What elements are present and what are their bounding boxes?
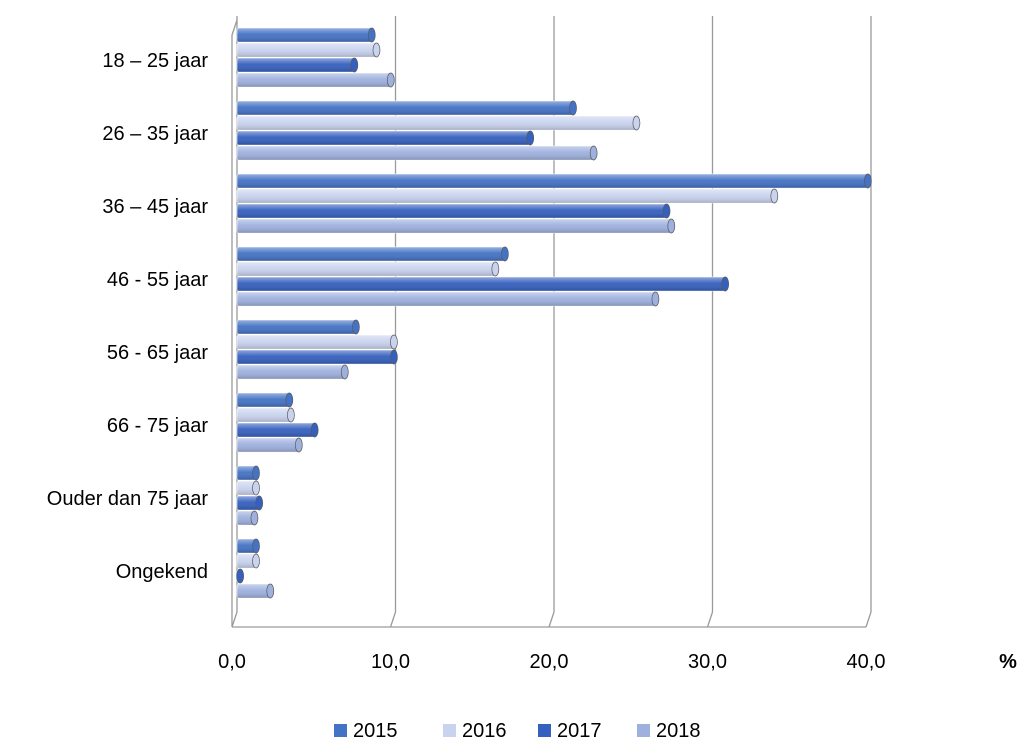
bar-18-25-jaar-2017 <box>236 57 359 73</box>
legend-swatch-2015 <box>334 724 347 737</box>
bar-56-65-jaar-2018 <box>236 364 349 380</box>
category-label-36-45-jaar: 36 – 45 jaar <box>102 196 208 218</box>
bar-46-55-jaar-2018 <box>236 291 660 307</box>
legend-label-2017: 2017 <box>557 720 602 742</box>
bar-66-75-jaar-2017 <box>236 422 319 438</box>
bar-26-35-jaar-2018 <box>236 145 598 161</box>
bar-26-35-jaar-2016 <box>236 115 641 131</box>
legend-label-2015: 2015 <box>353 720 398 742</box>
legend: 2015 2016 2017 2018 <box>334 720 701 742</box>
bar-66-75-jaar-2018 <box>236 437 303 453</box>
category-labels: 18 – 25 jaar 26 – 35 jaar 36 – 45 jaar 46 -… <box>47 50 209 583</box>
floor-line-4 <box>865 611 872 628</box>
bar-56-65-jaar-2017 <box>236 349 398 365</box>
bar-18-25-jaar-2016 <box>236 42 381 58</box>
bar-ongekend-2016 <box>236 553 260 569</box>
legend-label-2016: 2016 <box>462 720 507 742</box>
category-label-ongekend: Ongekend <box>116 561 208 583</box>
bar-ongekend-2015 <box>236 538 260 554</box>
bar-56-65-jaar-2016 <box>236 334 398 350</box>
bar-46-55-jaar-2017 <box>236 276 730 292</box>
bar-ongekend-2017 <box>236 568 245 584</box>
category-label-66-75-jaar: 66 - 75 jaar <box>107 415 209 437</box>
bar-ouder-dan-75-jaar-2017 <box>236 495 264 511</box>
bar-66-75-jaar-2016 <box>236 407 295 423</box>
axis-corner-line <box>231 19 238 36</box>
bar-ouder-dan-75-jaar-2015 <box>236 465 260 481</box>
legend-item-2018: 2018 <box>637 720 701 742</box>
floor-line-2 <box>548 611 555 628</box>
x-tick-labels: 0,0 10,0 20,0 30,0 40,0 <box>218 651 885 673</box>
bar-18-25-jaar-2018 <box>236 72 395 88</box>
bar-36-45-jaar-2017 <box>236 203 671 219</box>
category-label-56-65-jaar: 56 - 65 jaar <box>107 342 209 364</box>
category-label-ouder-dan-75-jaar: Ouder dan 75 jaar <box>47 488 209 510</box>
category-label-26-35-jaar: 26 – 35 jaar <box>102 123 208 145</box>
legend-swatch-2017 <box>538 724 551 737</box>
bar-26-35-jaar-2015 <box>236 100 577 116</box>
bar-36-45-jaar-2018 <box>236 218 676 234</box>
x-axis-unit-label: % <box>999 651 1017 673</box>
bar-ouder-dan-75-jaar-2018 <box>236 510 259 526</box>
legend-item-2016: 2016 <box>443 720 507 742</box>
gridlines <box>231 16 872 628</box>
bar-36-45-jaar-2015 <box>236 173 872 189</box>
legend-item-2015: 2015 <box>334 720 398 742</box>
bar-ouder-dan-75-jaar-2016 <box>236 480 260 496</box>
bar-36-45-jaar-2016 <box>236 188 779 204</box>
bar-56-65-jaar-2015 <box>236 319 360 335</box>
bar-26-35-jaar-2017 <box>236 130 535 146</box>
legend-item-2017: 2017 <box>538 720 602 742</box>
x-tick-label-2: 20,0 <box>530 651 569 673</box>
floor-line-3 <box>706 611 714 628</box>
legend-swatch-2018 <box>637 724 650 737</box>
axes <box>231 19 866 628</box>
category-label-46-55-jaar: 46 - 55 jaar <box>107 269 209 291</box>
bar-ongekend-2018 <box>236 583 275 599</box>
legend-label-2018: 2018 <box>656 720 701 742</box>
bar-18-25-jaar-2015 <box>236 27 376 43</box>
x-tick-label-4: 40,0 <box>847 651 886 673</box>
bar-46-55-jaar-2015 <box>236 246 509 262</box>
floor-line-0 <box>231 611 238 628</box>
bar-66-75-jaar-2015 <box>236 392 294 408</box>
bar-46-55-jaar-2016 <box>236 261 500 277</box>
x-tick-label-3: 30,0 <box>688 651 727 673</box>
floor-line-1 <box>389 611 397 628</box>
legend-swatch-2016 <box>443 724 456 737</box>
category-label-18-25-jaar: 18 – 25 jaar <box>102 50 208 72</box>
bars <box>236 27 872 599</box>
x-tick-label-1: 10,0 <box>371 651 410 673</box>
x-tick-label-0: 0,0 <box>218 651 246 673</box>
